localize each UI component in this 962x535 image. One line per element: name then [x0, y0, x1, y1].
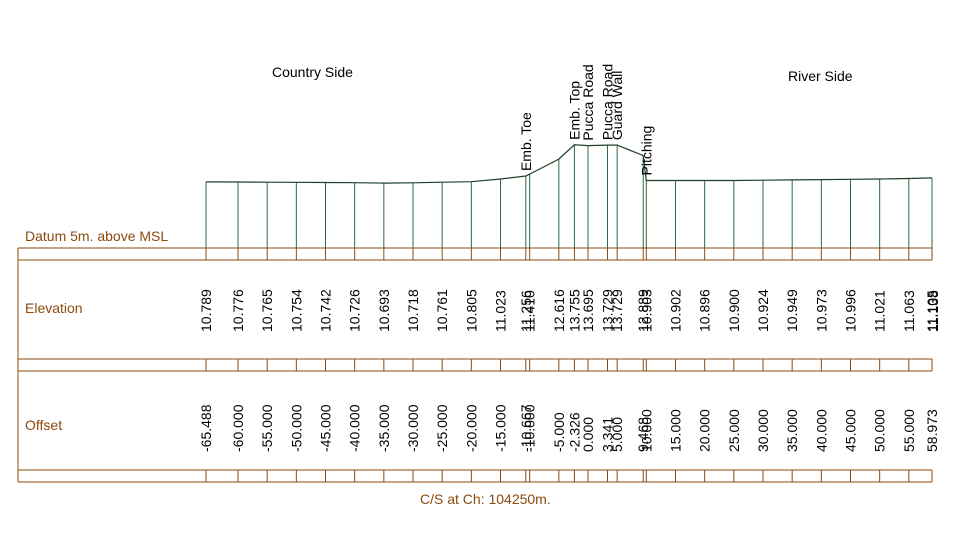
elevation-value: 11.410 [522, 290, 538, 332]
elevation-value: 10.996 [842, 289, 858, 332]
elevation-value: 11.138 [925, 290, 941, 332]
offset-value: 45.000 [842, 409, 858, 452]
elevation-value: 11.063 [901, 290, 917, 332]
offset-value: -45.000 [318, 404, 334, 452]
elevation-value: 10.776 [230, 289, 246, 332]
elevation-value: 13.729 [609, 289, 625, 332]
feature-label: Guard Wall [609, 71, 625, 141]
offset-value: -60.000 [230, 404, 246, 452]
offset-value: -65.488 [198, 404, 214, 452]
elevation-value: 10.902 [667, 289, 683, 332]
river-side-heading: River Side [788, 68, 853, 84]
elevation-value: 13.755 [566, 289, 582, 332]
elevation-value: 12.616 [551, 289, 567, 332]
elevation-value: 11.021 [872, 290, 888, 332]
offset-row-label: Offset [25, 417, 62, 433]
feature-label: Pitching [638, 126, 654, 176]
offset-value: 20.000 [697, 409, 713, 452]
offset-value: -20.000 [463, 404, 479, 452]
offset-value: 3.341 [599, 417, 615, 452]
elevation-value: 10.896 [697, 289, 713, 332]
elevation-values: 10.789 10.776 10.765 10.754 10.742 10.726 10.6… [198, 289, 941, 332]
elevation-value: 10.903 [638, 289, 654, 332]
table-frame [17, 247, 932, 483]
feature-label: Pucca Road [599, 64, 615, 140]
offset-value: 5.000 [609, 417, 625, 452]
offset-value: 40.000 [813, 409, 829, 452]
offset-value: -25.000 [434, 404, 450, 452]
elevation-value: 12.889 [635, 289, 651, 332]
offset-value: 25.000 [726, 409, 742, 452]
elevation-value: 10.900 [726, 289, 742, 332]
station-lines [205, 144, 933, 248]
elevation-value: 10.924 [755, 289, 771, 332]
offset-value: -40.000 [347, 404, 363, 452]
offset-value: 10.000 [638, 409, 654, 452]
elevation-value: 10.973 [813, 289, 829, 332]
elevation-value: 10.949 [784, 289, 800, 332]
elevation-value: 10.693 [376, 289, 392, 332]
elevation-value: 11.023 [493, 290, 509, 332]
offset-value: -2.326 [566, 412, 582, 452]
offset-value: 55.000 [901, 409, 917, 452]
offset-value: -15.000 [493, 404, 509, 452]
elevation-value: 10.765 [259, 289, 275, 332]
offset-value: 50.000 [872, 409, 888, 452]
offset-value: -30.000 [405, 404, 421, 452]
offset-values: -65.488 -60.000 -55.000 -50.000 -45.000 -40.0… [198, 404, 940, 452]
offset-value: -10.000 [522, 404, 538, 452]
offset-value: 9.468 [635, 417, 651, 452]
elevation-value: 11.256 [518, 290, 534, 332]
offset-value: 35.000 [784, 409, 800, 452]
datum-label: Datum 5m. above MSL [25, 228, 168, 244]
table-ticks [205, 248, 933, 482]
elevation-value: 10.718 [405, 289, 421, 332]
elevation-value: 13.729 [599, 289, 615, 332]
offset-value: 0.000 [580, 417, 596, 452]
feature-label: Pucca Road [580, 64, 596, 140]
offset-value: -5.000 [551, 412, 567, 452]
offset-value: 58.973 [924, 409, 940, 452]
elevation-row-label: Elevation [25, 300, 83, 316]
elevation-value: 10.761 [434, 289, 450, 332]
country-side-heading: Country Side [272, 64, 353, 80]
elevation-value: 11.105 [924, 290, 940, 332]
elevation-value: 10.726 [347, 289, 363, 332]
elevation-value: 10.754 [288, 289, 304, 332]
ground-profile-line [205, 144, 933, 184]
elevation-value: 10.805 [463, 289, 479, 332]
elevation-value: 13.695 [580, 289, 596, 332]
offset-value: 30.000 [755, 409, 771, 452]
section-caption: C/S at Ch: 104250m. [420, 491, 551, 507]
offset-value: -10.667 [518, 404, 534, 452]
offset-value: -50.000 [288, 404, 304, 452]
offset-value: -35.000 [376, 404, 392, 452]
offset-value: -55.000 [259, 404, 275, 452]
elevation-value: 10.789 [198, 289, 214, 332]
feature-label: Emb. Top [566, 81, 582, 140]
elevation-value: 10.742 [318, 289, 334, 332]
offset-value: 15.000 [667, 409, 683, 452]
feature-label: Emb. Toe [518, 112, 534, 171]
